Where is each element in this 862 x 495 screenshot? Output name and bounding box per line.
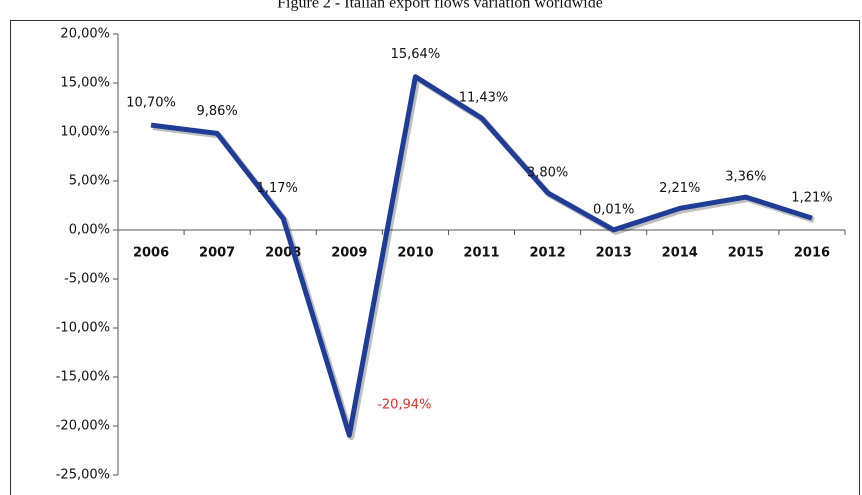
- data-label: 11,43%: [459, 90, 509, 105]
- y-tick-label: -20,00%: [56, 419, 110, 434]
- x-tick-label: 2007: [199, 246, 235, 261]
- x-tick-label: 2009: [331, 246, 367, 261]
- data-label: 3,36%: [725, 170, 766, 185]
- data-label: 15,64%: [391, 47, 441, 62]
- data-label: 0,01%: [593, 202, 634, 217]
- data-label: 1,21%: [791, 191, 832, 206]
- y-tick-label: 10,00%: [60, 125, 110, 140]
- y-tick-label: 20,00%: [60, 27, 110, 42]
- chart-title: Figure 2 - Italian export flows variatio…: [277, 0, 603, 12]
- x-tick-label: 2015: [728, 246, 764, 261]
- x-tick-label: 2012: [529, 246, 565, 261]
- x-tick-label: 2011: [463, 246, 499, 261]
- chart-frame: [10, 20, 860, 495]
- y-tick-label: 15,00%: [60, 76, 110, 91]
- y-tick-label: 0,00%: [69, 223, 110, 238]
- x-tick-label: 2013: [596, 246, 632, 261]
- data-label: 1,17%: [257, 181, 298, 196]
- data-label: 2,21%: [659, 181, 700, 196]
- x-tick-label: 2014: [662, 246, 698, 261]
- data-label: -20,94%: [377, 398, 431, 413]
- y-tick-label: -10,00%: [56, 321, 110, 336]
- y-tick-label: 5,00%: [69, 174, 110, 189]
- data-label: 9,86%: [196, 104, 237, 119]
- x-tick-label: 2016: [794, 246, 830, 261]
- y-tick-label: -25,00%: [56, 468, 110, 483]
- data-label: 10,70%: [126, 96, 176, 111]
- series-line: [150, 74, 813, 438]
- data-label: 3,80%: [527, 165, 568, 180]
- x-tick-label: 2010: [397, 246, 433, 261]
- y-tick-label: -5,00%: [64, 272, 110, 287]
- y-tick-label: -15,00%: [56, 370, 110, 385]
- x-tick-label: 2006: [133, 246, 169, 261]
